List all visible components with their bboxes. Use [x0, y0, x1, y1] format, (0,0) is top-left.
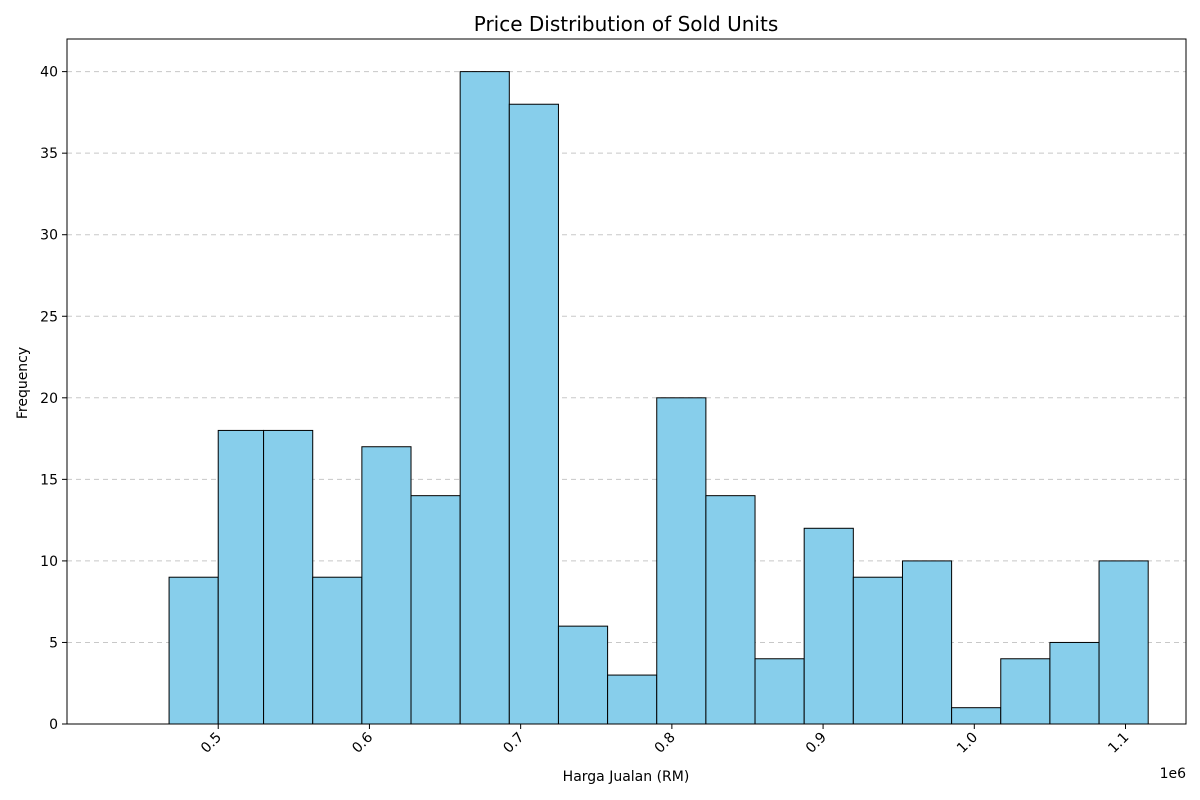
y-tick-label-0: 0: [49, 717, 58, 733]
x-tick-label-2: 0.7: [500, 730, 527, 757]
bar-7: [508, 103, 559, 725]
bar-2: [263, 429, 314, 725]
bar-6: [459, 71, 510, 725]
y-tick-label-5: 25: [40, 309, 58, 325]
x-axis-label: Harga Jualan (RM): [563, 769, 690, 785]
bar-14: [852, 576, 903, 725]
x-tick-label-6: 1.1: [1105, 730, 1132, 757]
y-tick-label-8: 40: [40, 65, 58, 81]
grid-lines: [67, 71, 1186, 643]
bar-10: [656, 397, 707, 725]
chart-title: Price Distribution of Sold Units: [474, 12, 779, 36]
bar-5: [410, 495, 461, 725]
y-tick-label-6: 30: [40, 228, 58, 244]
bar-8: [557, 625, 609, 725]
bar-19: [1098, 560, 1149, 725]
y-tick-label-7: 35: [40, 146, 58, 162]
x-tick-label-1: 0.6: [349, 729, 376, 756]
y-axis-label: Frequency: [15, 347, 31, 419]
y-tick-label-1: 5: [49, 635, 58, 651]
bars: [168, 71, 1149, 725]
bar-9: [607, 674, 658, 725]
y-tick-label-2: 10: [40, 554, 58, 570]
bar-11: [705, 495, 756, 725]
bar-0: [168, 576, 219, 725]
bar-4: [361, 446, 412, 725]
x-tick-label-3: 0.8: [652, 730, 679, 757]
bar-15: [901, 560, 953, 725]
bar-1: [217, 429, 265, 725]
x-tick-label-0: 0.5: [198, 730, 225, 757]
x-axis-ticks: 0.5 0.6 0.7 0.8 0.9 1.0 1.1: [198, 724, 1132, 757]
y-axis-ticks: 0 5 10 15 20 25 30 35 40: [40, 65, 67, 733]
bar-12: [754, 658, 805, 725]
bar-13: [803, 527, 854, 725]
y-tick-label-3: 15: [40, 472, 58, 488]
y-tick-label-4: 20: [40, 391, 58, 407]
x-axis-offset-label: 1e6: [1160, 766, 1187, 782]
bar-17: [1000, 658, 1051, 725]
bar-18: [1049, 641, 1100, 725]
bar-16: [951, 707, 1002, 725]
x-tick-label-5: 1.0: [954, 730, 981, 757]
bar-3: [312, 576, 363, 725]
x-tick-label-4: 0.9: [803, 730, 830, 757]
plot-frame: [66, 38, 1187, 725]
